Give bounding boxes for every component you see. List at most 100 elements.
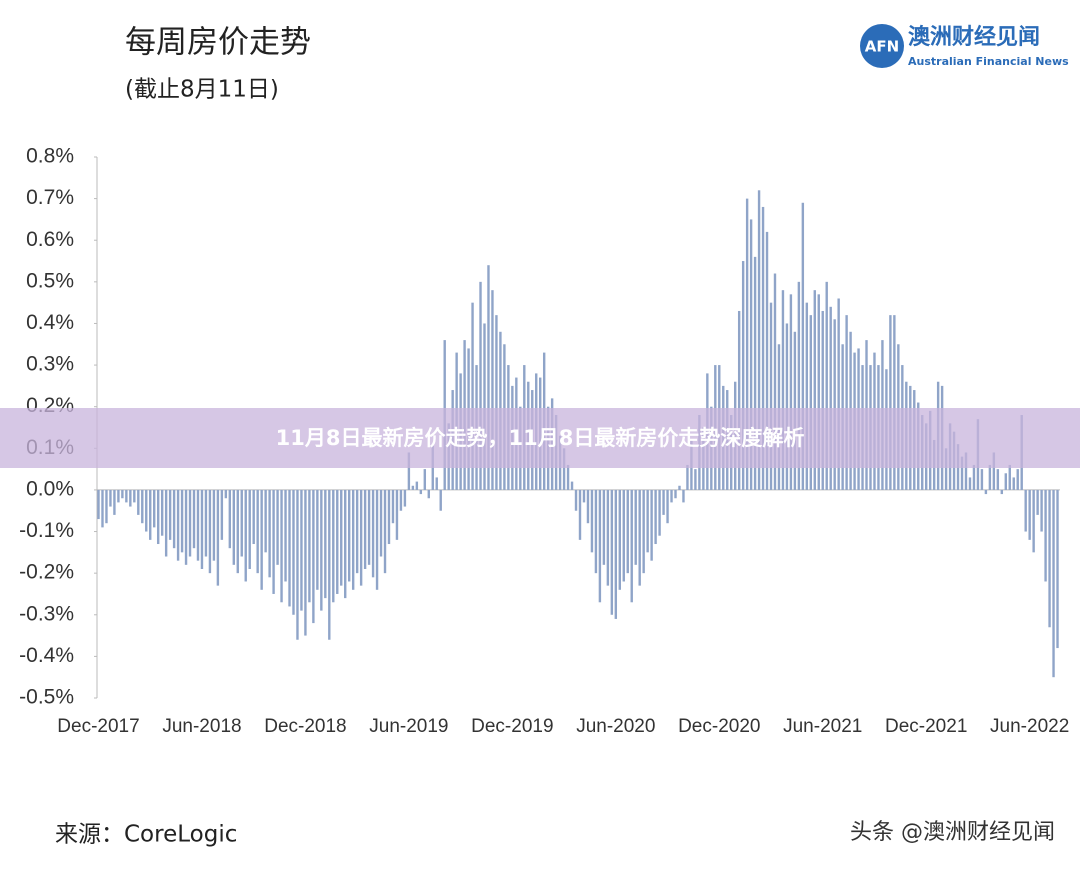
bar xyxy=(578,489,582,540)
bar xyxy=(988,464,992,490)
bar xyxy=(276,489,279,565)
footer: 头条 @澳洲财经见闻 xyxy=(850,820,1055,845)
bar xyxy=(662,489,665,515)
bar xyxy=(821,310,824,490)
bar xyxy=(598,489,602,603)
bar xyxy=(1004,473,1007,490)
bar xyxy=(336,489,339,594)
bar xyxy=(1000,489,1004,495)
bar xyxy=(109,489,112,507)
bar xyxy=(1008,464,1011,490)
bar xyxy=(682,489,685,503)
x-tick-label: Jun-2018 xyxy=(162,716,241,737)
x-tick-label: Jun-2021 xyxy=(783,716,862,737)
bar xyxy=(320,489,323,611)
bar xyxy=(304,489,307,636)
bar xyxy=(137,489,140,515)
bar xyxy=(188,489,192,557)
bar xyxy=(805,302,809,490)
logo-circle xyxy=(860,24,904,68)
bar xyxy=(960,456,964,490)
bar xyxy=(180,489,184,553)
bar xyxy=(141,489,144,524)
bar xyxy=(582,489,586,503)
bar xyxy=(300,489,303,611)
bar xyxy=(288,489,291,607)
bar xyxy=(164,489,168,557)
bar xyxy=(101,489,104,528)
bar xyxy=(395,489,399,540)
bar xyxy=(236,489,239,574)
bar xyxy=(391,489,395,524)
bar xyxy=(1028,489,1031,540)
bar xyxy=(574,489,578,511)
bar xyxy=(618,489,621,590)
logo-mark: AFN xyxy=(865,38,899,56)
bar xyxy=(809,315,813,490)
bar xyxy=(427,489,430,499)
bar xyxy=(216,489,220,586)
bar xyxy=(379,489,383,557)
bar xyxy=(196,489,200,561)
bar xyxy=(745,198,749,490)
bar xyxy=(411,485,415,490)
bar xyxy=(590,489,594,553)
bar xyxy=(630,489,633,603)
bar xyxy=(145,489,148,532)
logo-name: 澳洲财经见闻 xyxy=(908,24,1040,50)
bar xyxy=(491,290,494,490)
bar xyxy=(224,489,228,499)
bar xyxy=(232,489,235,565)
bar xyxy=(586,489,590,524)
bar xyxy=(761,206,765,490)
bar xyxy=(367,489,371,565)
bar xyxy=(324,489,327,599)
y-tick-label: 0.5% xyxy=(26,269,74,292)
bar xyxy=(375,489,379,590)
banner: 11月8日最新房价走势，11月8日最新房价走势深度解析 xyxy=(276,426,805,450)
bar xyxy=(435,477,438,490)
bar xyxy=(415,481,419,490)
bar xyxy=(678,485,681,490)
bar xyxy=(1036,489,1039,515)
bar xyxy=(121,489,124,499)
bar xyxy=(845,315,848,490)
bar xyxy=(312,489,315,624)
bar xyxy=(562,448,566,490)
bar xyxy=(753,256,757,490)
bar xyxy=(149,489,152,540)
bar xyxy=(228,489,232,549)
bar xyxy=(248,489,251,569)
bar xyxy=(992,452,996,490)
bar xyxy=(614,489,618,619)
x-tick-label: Jun-2022 xyxy=(990,716,1069,737)
bar xyxy=(156,489,160,545)
bar xyxy=(355,489,359,574)
bar xyxy=(984,489,988,495)
y-tick-label: -0.4% xyxy=(19,644,74,667)
bar xyxy=(97,489,100,520)
x-tick-label: Dec-2021 xyxy=(885,716,967,737)
y-tick-label: 0.3% xyxy=(26,353,74,376)
y-tick-label: -0.3% xyxy=(19,602,74,625)
bar xyxy=(220,489,224,540)
bar xyxy=(797,281,801,490)
bar xyxy=(964,452,968,490)
bar xyxy=(642,489,645,574)
bar xyxy=(252,489,255,545)
bar xyxy=(1052,489,1055,678)
bar xyxy=(168,489,172,540)
bar xyxy=(566,464,570,490)
y-tick-label: 0.8% xyxy=(26,145,74,168)
bar xyxy=(686,464,689,490)
x-tick-label: Dec-2019 xyxy=(471,716,553,737)
bar xyxy=(785,323,789,490)
bar xyxy=(284,489,287,582)
bar xyxy=(606,489,610,586)
bar xyxy=(340,489,343,586)
x-tick-label: Jun-2020 xyxy=(576,716,655,737)
y-tick-label: 0.7% xyxy=(26,186,74,209)
bar xyxy=(570,481,574,490)
bar xyxy=(439,489,442,511)
